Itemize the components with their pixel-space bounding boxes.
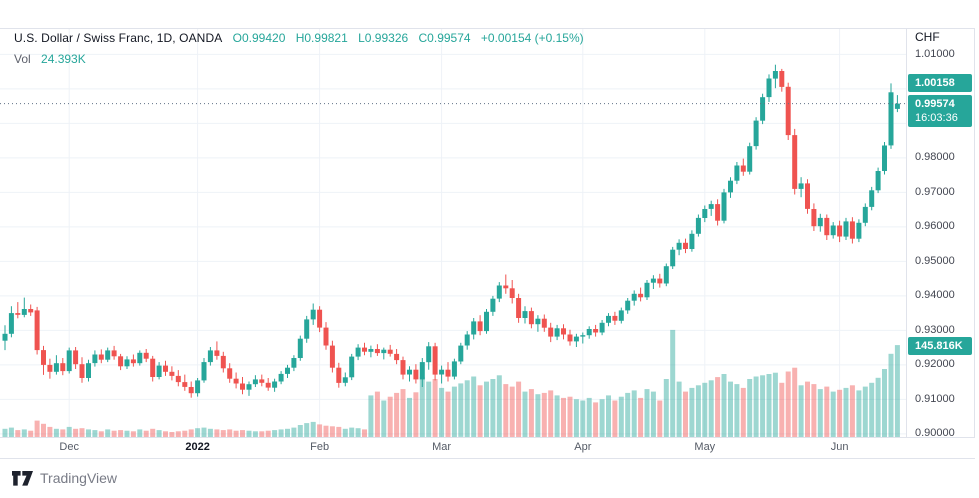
price-axis-label: 1.01000 [915, 47, 955, 60]
time-axis-label: 2022 [185, 441, 210, 453]
time-axis-label: May [694, 441, 716, 453]
price-axis[interactable]: CHF 1.00158 0.99574 16:03:36 145.816K 1.… [907, 28, 974, 440]
chart-plot-area[interactable] [0, 28, 906, 437]
candles-layer [2, 64, 900, 398]
last-price-badge-value: 0.99574 [915, 97, 955, 110]
open-value: O0.99420 [232, 31, 286, 45]
close-value: C0.99574 [418, 31, 471, 45]
time-axis-label: Jun [830, 441, 849, 453]
time-axis-separator [0, 437, 975, 438]
legend-row-volume: Vol 24.393K [14, 52, 584, 67]
volume-badge: 145.816K [908, 336, 972, 355]
price-axis-label: 0.95000 [915, 254, 955, 267]
symbol-title[interactable]: U.S. Dollar / Swiss Franc, 1D, OANDA [14, 31, 223, 45]
volume-badge-value: 145.816K [915, 339, 963, 352]
right-border [974, 28, 975, 459]
countdown-timer: 16:03:36 [915, 111, 958, 124]
high-value: H0.99821 [295, 31, 348, 45]
bottom-border [0, 458, 975, 459]
brand-name[interactable]: TradingView [40, 470, 118, 486]
high-price-badge: 1.00158 [908, 74, 972, 93]
change-value: +0.00154 (+0.15%) [480, 31, 584, 45]
high-price-badge-value: 1.00158 [915, 77, 955, 90]
time-axis[interactable]: Dec 2022 Feb Mar Apr May Jun [0, 438, 975, 458]
time-axis-label: Apr [574, 441, 592, 453]
price-axis-label: 0.94000 [915, 289, 955, 302]
brand-footer: TradingView [12, 466, 117, 490]
volume-value: 24.393K [41, 52, 86, 66]
grid-layer [0, 28, 906, 437]
time-axis-label: Dec [59, 441, 79, 453]
price-axis-label: 0.91000 [915, 392, 955, 405]
tradingview-logo-icon[interactable] [12, 470, 33, 486]
time-axis-label: Feb [310, 441, 330, 453]
top-border [0, 28, 975, 29]
volume-layer [2, 329, 900, 438]
legend-row-main: U.S. Dollar / Swiss Franc, 1D, OANDA O0.… [14, 31, 584, 46]
price-axis-label: 0.93000 [915, 323, 955, 336]
volume-label: Vol [14, 52, 31, 66]
price-axis-label: 0.98000 [915, 151, 955, 164]
chart-legend: U.S. Dollar / Swiss Franc, 1D, OANDA O0.… [14, 31, 584, 67]
low-value: L0.99326 [358, 31, 409, 45]
time-axis-label: Mar [432, 441, 452, 453]
price-axis-label: 0.90000 [915, 427, 955, 440]
price-axis-label: 0.97000 [915, 185, 955, 198]
price-axis-separator [906, 28, 907, 459]
last-price-badge: 0.99574 16:03:36 [908, 94, 972, 127]
price-axis-currency: CHF [915, 30, 940, 44]
price-axis-label: 0.96000 [915, 220, 955, 233]
price-axis-label: 0.92000 [915, 358, 955, 371]
